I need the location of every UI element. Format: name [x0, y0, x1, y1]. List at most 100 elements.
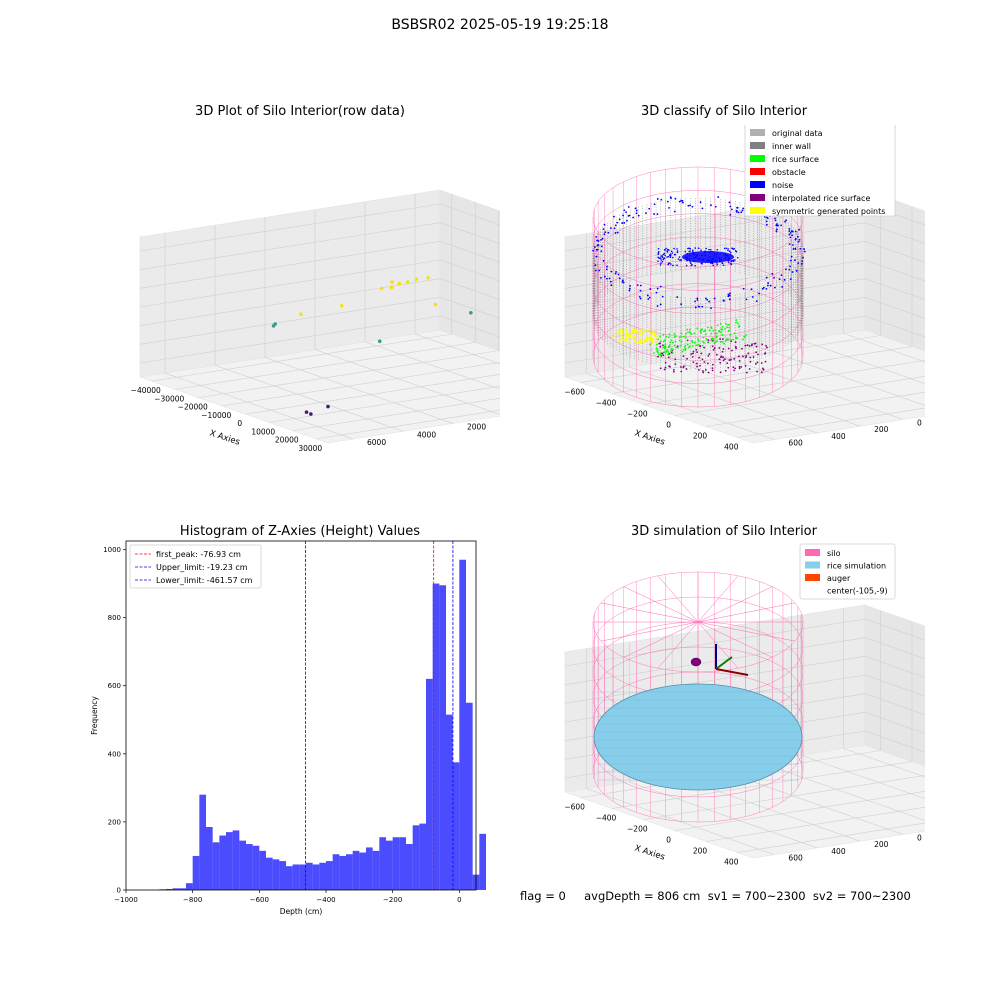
symmetric-point	[631, 336, 634, 339]
raw-data-point	[433, 302, 438, 307]
noise-point	[775, 224, 778, 227]
noise-point	[668, 249, 670, 251]
noise-point	[774, 219, 777, 222]
z-gridline	[139, 278, 500, 326]
noise-point	[610, 227, 612, 229]
noise-point	[678, 256, 681, 258]
noise-point	[600, 276, 602, 279]
rice-surface-point	[668, 333, 671, 336]
symmetric-point	[643, 341, 646, 343]
histogram-bar	[192, 855, 200, 890]
noise-point	[800, 263, 803, 265]
interpolated-point	[658, 342, 661, 345]
symmetric-point	[625, 337, 628, 340]
interpolated-point	[718, 347, 721, 349]
noise-point	[595, 269, 597, 272]
rice-surface-point	[697, 338, 699, 341]
noise-point	[708, 300, 711, 303]
noise-point	[659, 285, 662, 288]
interpolated-point	[711, 367, 714, 370]
interpolated-point	[690, 353, 693, 356]
noise-point	[790, 230, 793, 233]
noise-point	[656, 213, 659, 216]
interpolated-point	[749, 360, 752, 363]
noise-point	[781, 286, 784, 288]
noise-point	[604, 231, 607, 234]
legend-box	[129, 544, 262, 589]
noise-point	[610, 280, 612, 283]
noise-point	[648, 207, 651, 210]
noise-point	[725, 247, 728, 250]
interpolated-point	[686, 357, 689, 360]
noise-point	[731, 247, 733, 250]
noise-point	[701, 305, 704, 308]
rice-surface-point	[716, 335, 718, 338]
interpolated-point	[708, 353, 711, 355]
noise-point	[765, 287, 768, 290]
noise-point	[656, 305, 659, 307]
interpolated-point	[748, 368, 751, 370]
interpolated-point	[732, 366, 735, 369]
histogram-bar	[432, 583, 440, 890]
noise-point	[676, 251, 679, 254]
noise-point	[802, 256, 804, 259]
interpolated-point	[726, 362, 729, 365]
rice-surface-point	[667, 351, 670, 353]
interpolated-point	[711, 369, 714, 372]
simulation-3d-plot: −600−400−20002004006004002000−200−400−60…	[564, 543, 925, 867]
legend-swatch	[750, 168, 765, 175]
y-gridline	[843, 333, 925, 363]
auger-marker	[690, 657, 702, 667]
interpolated-point	[692, 352, 694, 355]
interpolated-point	[722, 348, 725, 350]
rice-surface-point	[695, 344, 698, 347]
interpolated-point	[760, 362, 763, 364]
y-gridline	[586, 373, 775, 440]
rice-surface-point	[721, 333, 724, 336]
figure-suptitle: BSBSR02 2025-05-19 19:25:18	[391, 17, 609, 33]
raw-data-point	[469, 310, 473, 315]
x-gridline	[151, 333, 452, 382]
silo-top-spoke	[697, 621, 739, 669]
symmetric-point	[654, 335, 657, 338]
rice-surface-point	[726, 326, 729, 329]
x-tick-label: −600	[564, 803, 585, 812]
histogram-bar	[306, 862, 313, 890]
interpolated-point	[754, 362, 757, 365]
rice-surface-point	[693, 332, 696, 335]
noise-point	[600, 238, 602, 241]
interpolated-point	[667, 356, 670, 359]
noise-point	[659, 257, 662, 260]
rice-surface-point	[687, 346, 690, 349]
silo-outline-ring	[592, 236, 804, 338]
histogram-bar	[166, 888, 173, 890]
y-gridline	[629, 781, 818, 849]
noise-point	[639, 289, 642, 292]
histogram-frame	[125, 540, 477, 891]
noise-point	[775, 228, 778, 231]
noise-point	[736, 256, 739, 259]
legend-box	[799, 543, 896, 600]
rice-surface-point	[743, 335, 745, 338]
noise-point	[791, 271, 794, 273]
histogram-bar	[212, 842, 220, 890]
rice-surface-point	[719, 340, 722, 343]
x-tick-label: −400	[596, 814, 617, 823]
raw-data-point	[397, 282, 401, 286]
histogram-bar	[439, 585, 446, 890]
histogram-bar	[379, 837, 386, 890]
noise-point	[656, 198, 659, 200]
raw-data-point	[326, 404, 330, 409]
noise-point	[790, 255, 793, 258]
raw-data-point	[426, 276, 430, 280]
x-gridline	[269, 385, 500, 423]
rice-surface-point	[728, 326, 731, 329]
symmetric-point	[639, 329, 642, 332]
interpolated-point	[663, 368, 666, 371]
rice-surface-point	[683, 346, 686, 348]
noise-point	[637, 214, 640, 217]
rice-surface-point	[664, 343, 667, 346]
noise-point	[687, 247, 689, 250]
z-gridline	[139, 222, 500, 270]
histogram-bar	[246, 844, 253, 890]
